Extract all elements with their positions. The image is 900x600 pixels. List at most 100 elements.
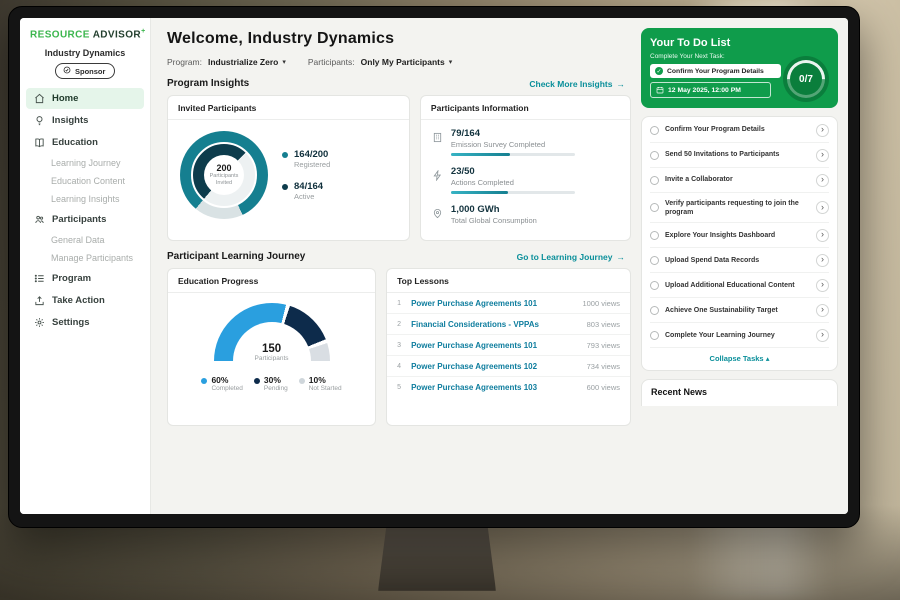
chevron-right-icon[interactable]: › — [816, 124, 829, 137]
sidebar-item-learning-journey[interactable]: Learning Journey — [20, 154, 150, 172]
not-started-dot — [299, 378, 305, 384]
lesson-link[interactable]: Power Purchase Agreements 101 — [411, 341, 579, 350]
app-logo: RESOURCE ADVISOR+ — [20, 26, 150, 46]
sponsor-badge[interactable]: Sponsor — [55, 63, 115, 79]
sidebar-item-general-data[interactable]: General Data — [20, 231, 150, 249]
card-title: Education Progress — [168, 269, 375, 293]
sidebar-item-label: Insights — [52, 115, 88, 126]
chevron-up-icon: ▴ — [766, 354, 770, 363]
task-checkbox[interactable] — [650, 306, 659, 315]
program-insights-heading: Program Insights — [167, 78, 249, 89]
info-row-consumption: 1,000 GWh Total Global Consumption — [432, 204, 619, 229]
task-checkbox[interactable] — [650, 176, 659, 185]
arrow-right-icon: → — [617, 79, 626, 89]
consumption-icon — [432, 206, 443, 217]
app-window: RESOURCE ADVISOR+ Industry Dynamics Spon… — [20, 18, 848, 514]
task-checkbox[interactable] — [650, 256, 659, 265]
education-gauge-chart: 150 Participants — [214, 303, 330, 361]
sidebar-item-program[interactable]: Program — [26, 268, 144, 289]
task-checkbox[interactable] — [650, 331, 659, 340]
sidebar-item-education-content[interactable]: Education Content — [20, 172, 150, 190]
sidebar-item-label: Education — [52, 137, 98, 148]
todo-panel: Your To Do List Complete Your Next Task:… — [641, 18, 848, 514]
legend-item-completed: 60% Completed — [201, 375, 242, 392]
chevron-right-icon[interactable]: › — [816, 304, 829, 317]
task-checkbox[interactable] — [650, 231, 659, 240]
sidebar-item-participants[interactable]: Participants — [26, 209, 144, 230]
sidebar-item-take-action[interactable]: Take Action — [26, 290, 144, 311]
chevron-right-icon[interactable]: › — [816, 254, 829, 267]
donut-center: 200 Participants Invited — [204, 155, 244, 195]
calendar-icon — [656, 86, 664, 94]
task-row-invite-collaborator[interactable]: Invite a Collaborator › — [650, 168, 829, 193]
task-checkbox[interactable] — [650, 203, 659, 212]
task-row-achieve-target[interactable]: Achieve One Sustainability Target › — [650, 298, 829, 323]
task-row-confirm-program[interactable]: Confirm Your Program Details › — [650, 118, 829, 143]
education-progress-card: Education Progress 150 Participants — [167, 268, 376, 426]
task-row-send-invitations[interactable]: Send 50 Invitations to Participants › — [650, 143, 829, 168]
org-name: Industry Dynamics — [20, 48, 150, 58]
lesson-row[interactable]: 5 Power Purchase Agreements 103 600 view… — [387, 377, 630, 397]
task-row-verify-participants[interactable]: Verify participants requesting to join t… — [650, 193, 829, 223]
sidebar-item-label: Home — [52, 93, 78, 104]
sidebar-item-insights[interactable]: Insights — [26, 110, 144, 131]
monitor-stand — [378, 527, 496, 591]
sidebar-item-manage-participants[interactable]: Manage Participants — [20, 249, 150, 267]
chevron-right-icon[interactable]: › — [816, 174, 829, 187]
invited-participants-card: Invited Participants 200 Participants In… — [167, 95, 410, 241]
sidebar-item-label: Participants — [52, 214, 106, 225]
active-dot — [282, 184, 288, 190]
task-checkbox[interactable] — [650, 151, 659, 160]
check-more-insights-link[interactable]: Check More Insights → — [529, 79, 625, 89]
info-row-actions: 23/50 Actions Completed — [432, 166, 619, 194]
lesson-link[interactable]: Power Purchase Agreements 102 — [411, 362, 579, 371]
main-content: Welcome, Industry Dynamics Program: Indu… — [151, 18, 641, 514]
go-to-learning-journey-link[interactable]: Go to Learning Journey → — [517, 252, 625, 262]
lesson-link[interactable]: Financial Considerations - VPPAs — [411, 320, 579, 329]
sidebar-item-label: Program — [52, 273, 91, 284]
actions-progress-bar — [451, 191, 575, 194]
program-select[interactable]: Industrialize Zero ▾ — [208, 57, 286, 67]
education-legend: 60% Completed 30% Pending — [168, 361, 375, 392]
participants-select[interactable]: Only My Participants ▾ — [361, 57, 453, 67]
lesson-link[interactable]: Power Purchase Agreements 103 — [411, 383, 579, 392]
lesson-row[interactable]: 1 Power Purchase Agreements 101 1000 vie… — [387, 293, 630, 314]
task-checkbox[interactable] — [650, 126, 659, 135]
insights-icon — [34, 115, 45, 126]
task-row-complete-learning-journey[interactable]: Complete Your Learning Journey › — [650, 323, 829, 348]
sidebar: RESOURCE ADVISOR+ Industry Dynamics Spon… — [20, 18, 151, 514]
chevron-right-icon[interactable]: › — [816, 149, 829, 162]
participants-icon — [34, 214, 45, 225]
actions-icon — [432, 168, 443, 179]
invited-donut-chart: 200 Participants Invited — [180, 131, 268, 219]
program-filter-label: Program: — [167, 57, 202, 67]
task-row-upload-educational-content[interactable]: Upload Additional Educational Content › — [650, 273, 829, 298]
chevron-right-icon[interactable]: › — [816, 329, 829, 342]
lesson-row[interactable]: 2 Financial Considerations - VPPAs 803 v… — [387, 314, 630, 335]
chevron-right-icon[interactable]: › — [816, 201, 829, 214]
task-checkbox[interactable] — [650, 281, 659, 290]
completed-dot — [201, 378, 207, 384]
chevron-right-icon[interactable]: › — [816, 229, 829, 242]
recent-news-card: Recent News — [641, 379, 838, 406]
next-task-chip[interactable]: ✓ Confirm Your Program Details — [650, 64, 781, 78]
lesson-link[interactable]: Power Purchase Agreements 101 — [411, 299, 574, 308]
todo-progress-ring: 0/7 — [783, 56, 829, 102]
survey-progress-bar — [451, 153, 575, 156]
todo-task-list: Confirm Your Program Details › Send 50 I… — [641, 116, 838, 371]
sidebar-item-education[interactable]: Education — [26, 132, 144, 153]
lesson-row[interactable]: 3 Power Purchase Agreements 101 793 view… — [387, 335, 630, 356]
collapse-tasks-link[interactable]: Collapse Tasks ▴ — [650, 348, 829, 368]
card-title: Invited Participants — [168, 96, 409, 120]
chevron-right-icon[interactable]: › — [816, 279, 829, 292]
task-row-explore-insights[interactable]: Explore Your Insights Dashboard › — [650, 223, 829, 248]
sidebar-item-home[interactable]: Home — [26, 88, 144, 109]
legend-item-pending: 30% Pending — [254, 375, 288, 392]
legend-item-active: 84/164 Active — [282, 181, 330, 201]
sidebar-item-learning-insights[interactable]: Learning Insights — [20, 190, 150, 208]
task-row-upload-spend-data[interactable]: Upload Spend Data Records › — [650, 248, 829, 273]
sidebar-item-settings[interactable]: Settings — [26, 312, 144, 333]
lesson-row[interactable]: 4 Power Purchase Agreements 102 734 view… — [387, 356, 630, 377]
participants-filter-label: Participants: — [308, 57, 355, 67]
pending-dot — [254, 378, 260, 384]
